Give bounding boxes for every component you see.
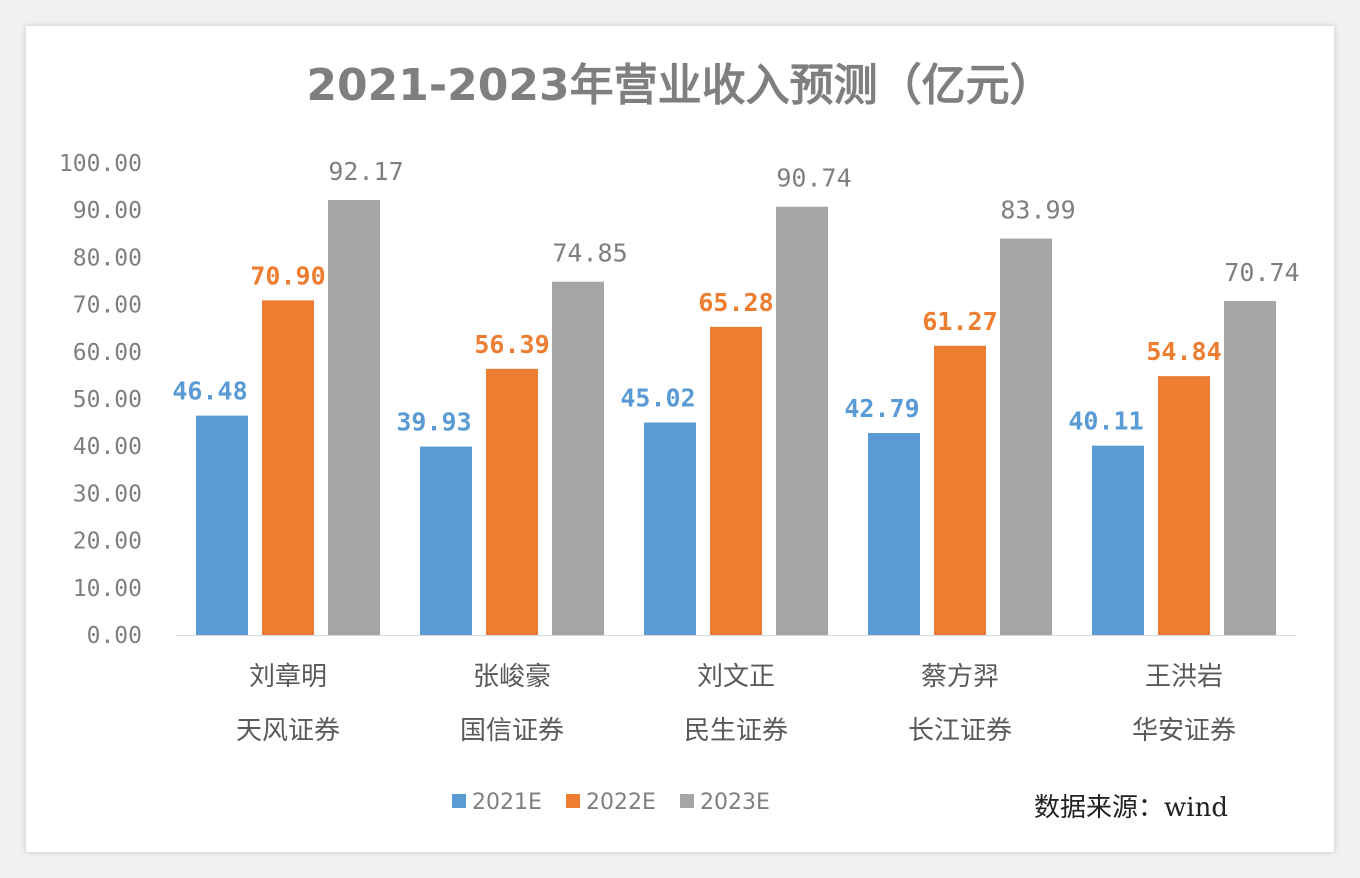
data-label: 39.93 [396, 408, 471, 437]
x-tick-label-broker: 天风证券 [236, 716, 340, 746]
bar-series [196, 199, 1276, 636]
legend-label: 2023E [700, 790, 770, 815]
y-tick-label: 0.00 [87, 623, 142, 649]
bar [934, 345, 986, 635]
data-labels: 46.48 70.90 92.17 39.93 56.39 74.85 45.02 65.28… [172, 157, 1299, 437]
legend-swatch [566, 794, 580, 808]
data-label: 45.02 [620, 384, 695, 413]
y-tick-label: 20.00 [73, 529, 142, 555]
chart-card: 2021-2023年营业收入预测（亿元） 0.00 10.00 20.00 30.00… [26, 26, 1334, 852]
data-label: 54.84 [1146, 337, 1221, 366]
x-tick-label-broker: 民生证券 [684, 716, 788, 746]
revenue-forecast-chart: 2021-2023年营业收入预测（亿元） 0.00 10.00 20.00 30.00… [59, 60, 1300, 823]
chart-title: 2021-2023年营业收入预测（亿元） [306, 60, 1053, 111]
data-label: 42.79 [844, 394, 919, 423]
y-tick-label: 80.00 [73, 245, 142, 271]
bar [196, 415, 248, 635]
bar [262, 300, 314, 635]
bar [420, 446, 472, 635]
data-label: 61.27 [922, 307, 997, 336]
x-tick-label-analyst: 刘章明 [249, 662, 327, 692]
x-tick-label-analyst: 蔡方羿 [921, 662, 999, 692]
legend: 2021E 2022E 2023E [452, 790, 770, 815]
data-label: 83.99 [1000, 196, 1075, 225]
data-label: 70.74 [1224, 258, 1299, 287]
x-tick-label-broker: 长江证券 [908, 716, 1012, 746]
bar [868, 433, 920, 635]
bar [486, 368, 538, 635]
y-tick-label: 10.00 [73, 576, 142, 602]
bar [328, 199, 380, 636]
legend-label: 2022E [586, 790, 656, 815]
x-tick-label-analyst: 张峻豪 [473, 662, 551, 692]
data-label: 46.48 [172, 377, 247, 406]
bar [710, 326, 762, 635]
source-note: 数据来源：wind [1034, 793, 1228, 823]
data-label: 65.28 [698, 288, 773, 317]
x-tick-label-analyst: 王洪岩 [1145, 662, 1223, 692]
bar [552, 281, 604, 635]
data-label: 70.90 [250, 261, 325, 290]
y-tick-label: 70.00 [73, 293, 142, 319]
legend-swatch [680, 794, 694, 808]
legend-label: 2021E [472, 790, 542, 815]
x-tick-label-analyst: 刘文正 [697, 662, 775, 692]
x-tick-label-broker: 国信证券 [460, 716, 564, 746]
data-label: 56.39 [474, 330, 549, 359]
bar [776, 206, 828, 635]
data-label: 90.74 [776, 164, 851, 193]
data-label: 40.11 [1068, 407, 1143, 436]
y-tick-label: 50.00 [73, 387, 142, 413]
y-tick-label: 90.00 [73, 198, 142, 224]
y-tick-label: 30.00 [73, 481, 142, 507]
bar [1158, 376, 1210, 635]
y-tick-label: 40.00 [73, 434, 142, 460]
bar [644, 422, 696, 635]
x-tick-label-broker: 华安证券 [1132, 716, 1236, 746]
y-tick-label: 100.00 [59, 151, 142, 177]
bar [1224, 301, 1276, 635]
bar [1000, 238, 1052, 635]
y-axis: 0.00 10.00 20.00 30.00 40.00 50.00 60.00 70.00 8… [59, 151, 1296, 649]
y-tick-label: 60.00 [73, 340, 142, 366]
bar [1092, 445, 1144, 635]
legend-swatch [452, 794, 466, 808]
data-label: 74.85 [552, 239, 627, 268]
data-label: 92.17 [328, 157, 403, 186]
